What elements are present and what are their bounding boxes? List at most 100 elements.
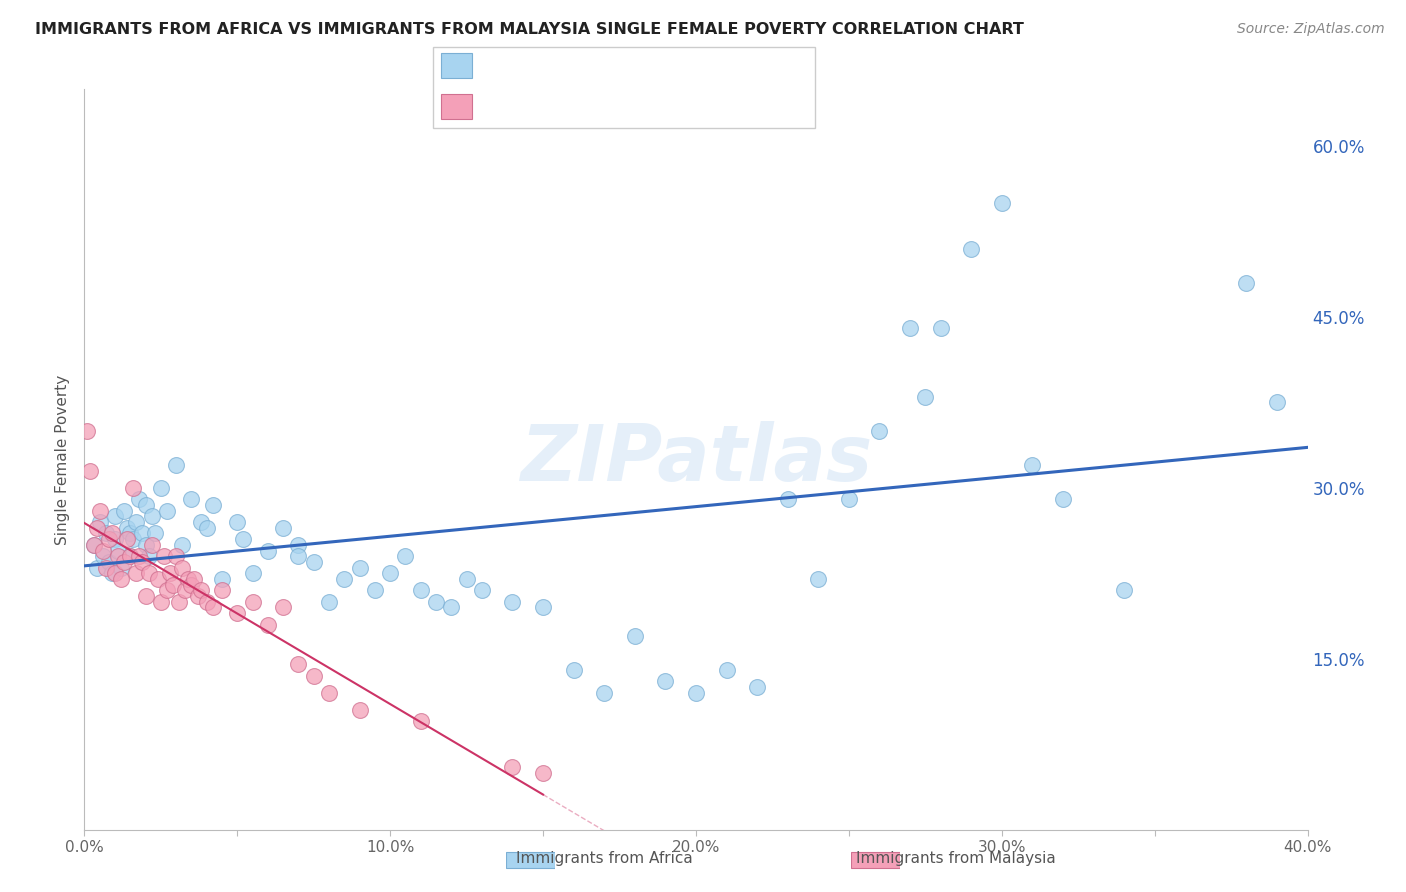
Bar xyxy=(440,94,472,120)
Point xyxy=(86,560,108,574)
Point xyxy=(394,549,416,564)
Point xyxy=(211,583,233,598)
Point xyxy=(91,543,114,558)
Point xyxy=(180,577,202,591)
Point xyxy=(79,464,101,478)
Point xyxy=(83,538,105,552)
Point xyxy=(135,538,157,552)
Point xyxy=(409,714,432,729)
Point xyxy=(960,242,983,256)
Point xyxy=(120,549,142,564)
Point xyxy=(562,663,585,677)
Point xyxy=(1114,583,1136,598)
Y-axis label: Single Female Poverty: Single Female Poverty xyxy=(55,375,70,544)
Point xyxy=(425,595,447,609)
Point xyxy=(1021,458,1043,472)
Point xyxy=(107,543,129,558)
Point xyxy=(1265,395,1288,409)
Point xyxy=(162,577,184,591)
Point xyxy=(302,669,325,683)
Point xyxy=(115,532,138,546)
Point xyxy=(716,663,738,677)
Text: R =  0.383: R = 0.383 xyxy=(484,58,569,73)
Point xyxy=(146,572,169,586)
Point xyxy=(502,760,524,774)
Text: IMMIGRANTS FROM AFRICA VS IMMIGRANTS FROM MALAYSIA SINGLE FEMALE POVERTY CORRELA: IMMIGRANTS FROM AFRICA VS IMMIGRANTS FRO… xyxy=(35,22,1024,37)
Point xyxy=(153,549,176,564)
Point xyxy=(91,549,114,564)
Point xyxy=(165,549,187,564)
Point xyxy=(120,526,142,541)
Point xyxy=(195,595,218,609)
Point xyxy=(101,526,124,541)
Point xyxy=(654,674,676,689)
Point xyxy=(104,566,127,581)
Point xyxy=(898,321,921,335)
Point xyxy=(83,538,105,552)
Point xyxy=(177,572,200,586)
Point xyxy=(190,515,212,529)
Bar xyxy=(440,54,472,78)
Point xyxy=(104,509,127,524)
Text: ZIPatlas: ZIPatlas xyxy=(520,421,872,498)
Point xyxy=(120,549,142,564)
Point xyxy=(135,498,157,512)
Point xyxy=(125,566,148,581)
Point xyxy=(107,549,129,564)
Point xyxy=(76,424,98,438)
Point xyxy=(138,549,160,564)
Point xyxy=(101,566,124,581)
Point xyxy=(201,600,224,615)
Point xyxy=(333,572,356,586)
Point xyxy=(440,600,463,615)
Point xyxy=(318,595,340,609)
Point xyxy=(143,526,166,541)
Point xyxy=(131,555,153,569)
Point xyxy=(869,424,891,438)
Text: R = -0.272: R = -0.272 xyxy=(484,98,571,113)
Point xyxy=(156,583,179,598)
Point xyxy=(232,532,254,546)
Point xyxy=(991,196,1014,211)
Point xyxy=(838,492,860,507)
Point xyxy=(112,503,135,517)
Point xyxy=(195,521,218,535)
Point xyxy=(149,481,172,495)
Point xyxy=(167,595,190,609)
Point xyxy=(86,521,108,535)
Point xyxy=(165,458,187,472)
Text: Immigrants from Malaysia: Immigrants from Malaysia xyxy=(856,851,1056,865)
Point xyxy=(226,606,249,620)
Point xyxy=(115,521,138,535)
Text: Immigrants from Africa: Immigrants from Africa xyxy=(516,851,693,865)
Point xyxy=(186,589,208,603)
Point xyxy=(287,549,309,564)
Point xyxy=(122,532,145,546)
Point xyxy=(271,521,294,535)
Point xyxy=(914,390,936,404)
Point xyxy=(122,481,145,495)
Point xyxy=(141,509,163,524)
Point xyxy=(349,560,371,574)
Point xyxy=(747,680,769,694)
Point xyxy=(183,572,205,586)
Point xyxy=(593,686,616,700)
Point xyxy=(128,549,150,564)
Point xyxy=(807,572,830,586)
Point xyxy=(141,538,163,552)
Point xyxy=(159,566,181,581)
Point xyxy=(318,686,340,700)
Text: Source: ZipAtlas.com: Source: ZipAtlas.com xyxy=(1237,22,1385,37)
Point xyxy=(242,566,264,581)
Point xyxy=(531,600,554,615)
Point xyxy=(211,572,233,586)
Point xyxy=(471,583,494,598)
Point xyxy=(380,566,402,581)
Point xyxy=(271,600,294,615)
Point xyxy=(97,555,120,569)
Point xyxy=(128,492,150,507)
Point xyxy=(174,583,197,598)
Point xyxy=(131,526,153,541)
Point xyxy=(138,566,160,581)
Point xyxy=(929,321,952,335)
